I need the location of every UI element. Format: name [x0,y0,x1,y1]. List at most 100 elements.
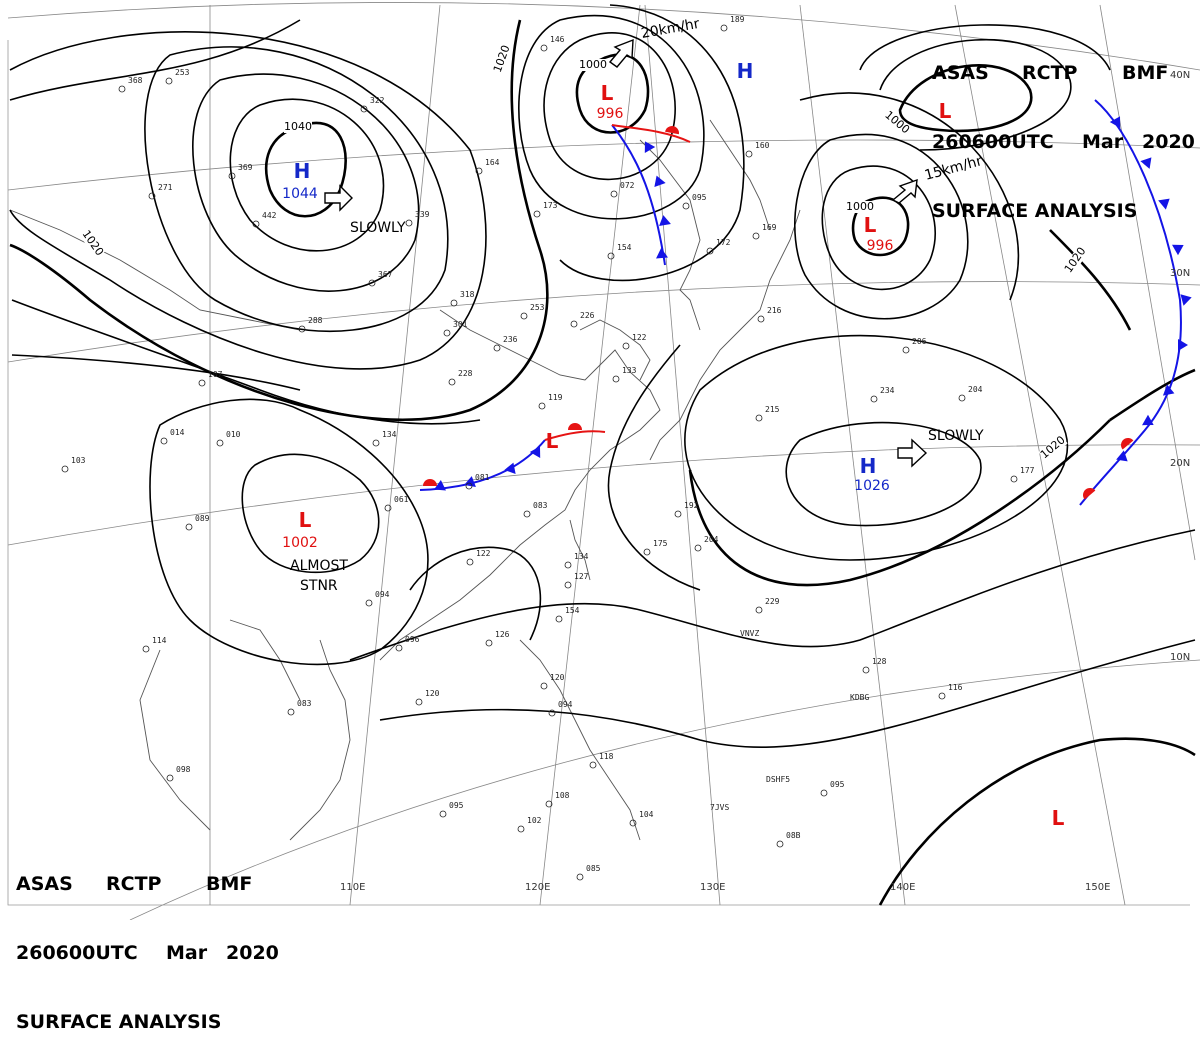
station-circle [607,252,615,260]
station-plot: 119 [538,393,563,410]
station-circle [538,402,546,410]
isobar-1000-east-low [851,196,910,257]
station-plot: 134 [372,430,397,447]
station-plot: 301 [443,320,468,337]
station-pressure: 134 [382,430,397,439]
station-plot: 253 [165,68,190,85]
station-circle [862,666,870,674]
low-letter-front: L [546,429,559,453]
isobar-1020-pac-outer [688,419,1111,587]
pressure-value: 996 [597,106,624,122]
station-pressure: 120 [550,673,565,682]
isobar-1008-inner [409,546,542,641]
station-plot: 085 [576,864,601,881]
cold-front-triangle [1142,414,1154,426]
station-circle [465,482,473,490]
station-plot: 189 [720,15,745,32]
footer-station: RCTP [106,873,162,895]
station-pressure: 368 [128,76,143,85]
station-plot: 169 [752,223,777,240]
station-pressure: 253 [175,68,190,77]
station-plot: 102 [517,816,542,833]
station-circle [160,437,168,445]
cold-front-triangle [1162,384,1175,396]
station-pressure: 107 [208,370,223,379]
station-plot: 104 [629,810,654,827]
isobar-1024-pac-high [785,421,982,527]
station-plot: 442 [252,211,277,228]
header-station: RCTP [1022,62,1078,84]
station-circle [902,346,910,354]
motion-arrows [324,38,928,468]
station-pressure: 229 [765,597,780,606]
station-circle [564,561,572,569]
isobar-label-1040: 1040 [284,120,312,133]
station-plot: 160 [745,141,770,158]
station-pressure: 094 [558,700,573,709]
cold-front-triangle [464,476,476,488]
station-plot: 133 [612,366,637,383]
station-plot: 122 [466,549,491,566]
station-plot: 010 [216,430,241,447]
station-pressure: 122 [632,333,647,342]
station-plot: 173 [533,201,558,218]
station-plot: 204 [958,385,983,402]
station-pressure: 253 [530,303,545,312]
isobar-1024 [9,31,487,370]
isobar-label-bg [846,201,874,213]
station-pressure: 367 [378,270,393,279]
isobar-label-bg [1038,434,1068,462]
japan-coast [649,209,801,461]
high-letter: H [737,59,754,83]
cold-front-triangle [1178,339,1188,351]
footer-time: 260600UTC [16,942,138,964]
isobar-1004-low [543,32,676,181]
station-circle [148,192,156,200]
station-plot: 103 [61,456,86,473]
station-circle [533,210,541,218]
footer-month: Mar [166,942,208,964]
cold-front-triangle [656,248,668,259]
station-pressure: 206 [912,337,927,346]
station-plot: 146 [540,35,565,52]
station-pressure: 318 [460,290,475,299]
footer-title: SURFACE ANALYSIS [16,1011,222,1033]
station-pressure: 104 [639,810,654,819]
station-pressure: 192 [684,501,699,510]
station-pressure: 154 [565,606,580,615]
station-pressure: 177 [1020,466,1035,475]
station-plot: 107 [198,370,223,387]
isobar-1012-south [349,529,1196,661]
station-pressure: 288 [308,316,323,325]
header-month: Mar [1082,131,1124,153]
station-pressure: 173 [543,201,558,210]
isobar-1004-ne-low [879,38,1072,151]
isobar-1004-sw [149,398,429,666]
header-top: ASAS RCTP BMF 260600UTC Mar 2020 SURFACE… [932,16,1195,246]
station-pressure: 204 [704,535,719,544]
station-circle [1010,475,1018,483]
station-plot: 175 [643,539,668,556]
station-plot: 369 [228,163,253,180]
station-pressure: 204 [968,385,983,394]
isobar-label-1000: 1000 [579,58,607,71]
station-circle [706,247,714,255]
station-plot: 083 [523,501,548,518]
station-pressure: 189 [730,15,745,24]
station-pressure: 083 [533,501,548,510]
station-pressure: 226 [580,311,595,320]
isobar-1016 [11,299,481,425]
station-pressure: 119 [548,393,563,402]
station-circle [165,77,173,85]
isobar-label-bg [491,43,513,75]
lon-line-120e [539,4,641,906]
china-coast [379,309,661,661]
isobar-1008-ne-low [859,24,1111,71]
isobar-1024-upper [9,19,301,101]
taiwan-coast [569,519,591,581]
station-circle [142,645,150,653]
